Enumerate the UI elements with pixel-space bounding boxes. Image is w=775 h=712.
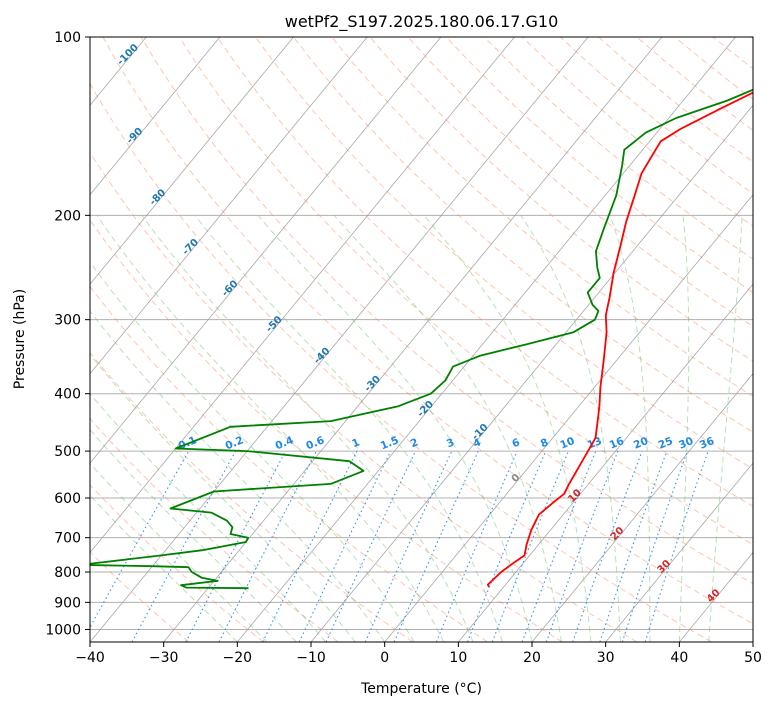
y-tick-label: 600 [54, 491, 81, 507]
x-tick-label: −30 [149, 650, 179, 666]
x-tick-label: 50 [744, 650, 762, 666]
y-tick-label: 400 [54, 387, 81, 403]
y-tick-label: 900 [54, 595, 81, 611]
y-tick-label: 800 [54, 565, 81, 581]
x-tick-label: 10 [449, 650, 467, 666]
y-tick-label: 200 [54, 208, 81, 224]
y-tick-label: 100 [54, 30, 81, 46]
y-tick-label: 300 [54, 313, 81, 329]
x-tick-label: 0 [380, 650, 389, 666]
x-tick-label: 40 [670, 650, 688, 666]
y-tick-label: 700 [54, 531, 81, 547]
x-tick-label: −20 [223, 650, 253, 666]
chart-title: wetPf2_S197.2025.180.06.17.G10 [285, 12, 559, 32]
y-tick-label: 1000 [45, 622, 81, 638]
x-tick-label: 30 [597, 650, 615, 666]
x-axis-label: Temperature (°C) [360, 681, 482, 697]
x-tick-label: −10 [296, 650, 326, 666]
y-tick-label: 500 [54, 444, 81, 460]
x-tick-label: −40 [75, 650, 105, 666]
y-axis-label: Pressure (hPa) [12, 289, 28, 389]
x-tick-label: 20 [523, 650, 541, 666]
